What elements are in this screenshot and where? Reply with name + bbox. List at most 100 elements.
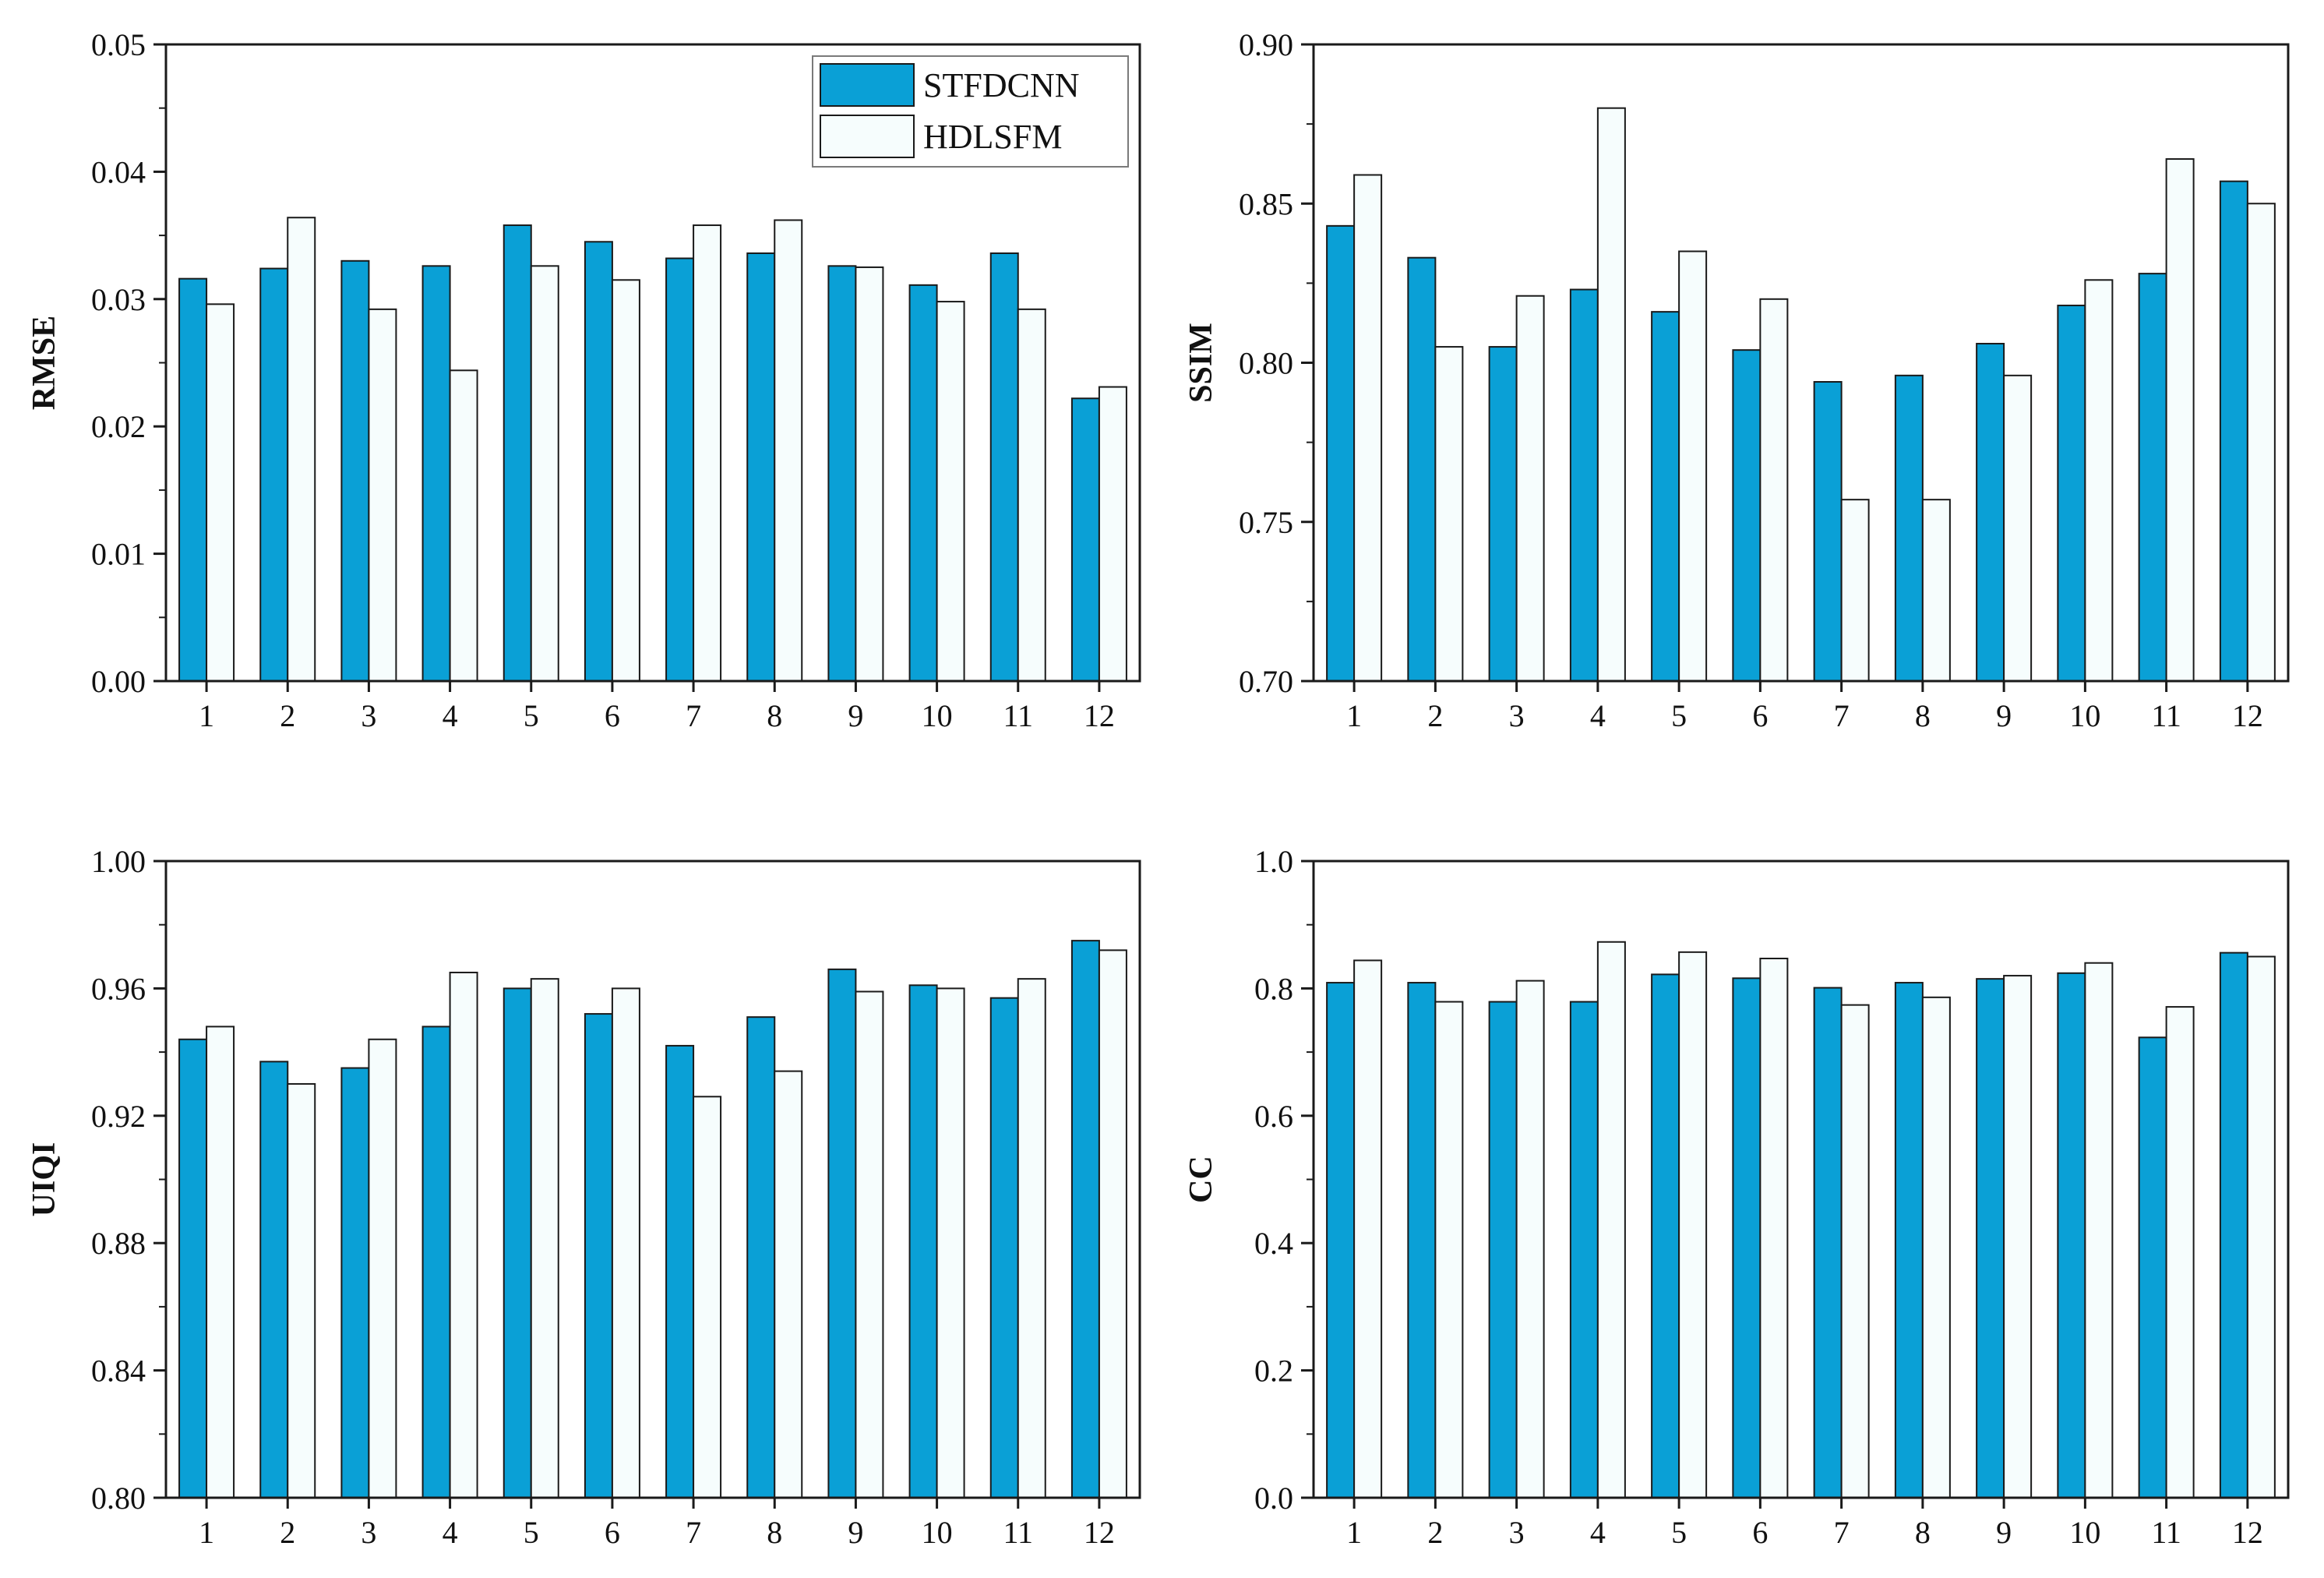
bar-hdlsfm-5 xyxy=(530,978,559,1499)
bar-stfdcnn-4 xyxy=(1569,1001,1599,1499)
bar-hdlsfm-10 xyxy=(936,987,965,1499)
x-tick-label: 4 xyxy=(1590,698,1606,733)
bar-hdlsfm-4 xyxy=(449,369,478,682)
x-tick-label: 8 xyxy=(1915,698,1931,733)
bar-stfdcnn-6 xyxy=(1732,349,1762,682)
x-tick-label: 10 xyxy=(922,698,953,733)
bar-stfdcnn-12 xyxy=(1070,397,1100,682)
x-tick-label: 7 xyxy=(686,1515,701,1550)
bar-stfdcnn-4 xyxy=(421,265,451,683)
x-tick-label: 5 xyxy=(1671,698,1687,733)
bar-stfdcnn-3 xyxy=(340,259,370,682)
bar-hdlsfm-8 xyxy=(774,219,803,682)
x-tick-label: 10 xyxy=(2069,698,2100,733)
bar-stfdcnn-8 xyxy=(1894,982,1924,1499)
y-tick-label: 0.80 xyxy=(1239,346,1293,381)
y-tick-label: 0.04 xyxy=(91,154,146,189)
bar-stfdcnn-7 xyxy=(665,257,695,682)
bar-stfdcnn-11 xyxy=(2138,273,2167,682)
y-tick-label: 0.05 xyxy=(91,27,146,62)
bar-hdlsfm-4 xyxy=(449,971,478,1499)
bar-hdlsfm-8 xyxy=(774,1070,803,1499)
x-tick-label: 2 xyxy=(1427,698,1443,733)
bar-hdlsfm-1 xyxy=(206,303,235,682)
legend-label-stfdcnn: STFDCNN xyxy=(923,66,1080,104)
y-tick-label: 0.2 xyxy=(1254,1354,1293,1389)
bar-stfdcnn-1 xyxy=(1326,982,1356,1499)
bar-hdlsfm-7 xyxy=(693,1096,722,1499)
legend: STFDCNN HDLSFM xyxy=(812,55,1129,168)
x-tick-label: 6 xyxy=(605,1515,620,1550)
bar-stfdcnn-2 xyxy=(1407,982,1437,1499)
bar-stfdcnn-12 xyxy=(1070,940,1100,1499)
y-tick-label: 0.6 xyxy=(1254,1099,1293,1134)
bar-hdlsfm-7 xyxy=(1840,499,1870,683)
bar-stfdcnn-7 xyxy=(665,1044,695,1499)
y-tick-label: 0.88 xyxy=(91,1226,146,1261)
bar-stfdcnn-9 xyxy=(1976,978,2005,1499)
x-tick-label: 12 xyxy=(2232,698,2263,733)
panel-rmse: 0.000.010.020.030.040.051 2 3 4 5 6 7 8 9 10 11 12R… xyxy=(26,27,1141,733)
bar-stfdcnn-10 xyxy=(908,284,938,682)
bar-hdlsfm-11 xyxy=(1017,308,1046,682)
x-tick-label: 10 xyxy=(922,1515,953,1550)
x-tick-label: 1 xyxy=(1346,1515,1362,1550)
x-tick-label: 12 xyxy=(2232,1515,2263,1550)
x-tick-label: 8 xyxy=(1915,1515,1931,1550)
x-tick-label: 4 xyxy=(1590,1515,1606,1550)
bar-hdlsfm-2 xyxy=(1434,1001,1464,1499)
bar-hdlsfm-5 xyxy=(1678,951,1708,1499)
x-tick-label: 6 xyxy=(605,698,620,733)
bar-stfdcnn-11 xyxy=(2138,1036,2167,1499)
y-tick-label: 0.8 xyxy=(1254,971,1293,1006)
y-axis-label: UIQI xyxy=(26,1142,62,1217)
bar-hdlsfm-1 xyxy=(1353,174,1383,683)
y-tick-label: 0.84 xyxy=(91,1354,146,1389)
bar-stfdcnn-11 xyxy=(989,997,1019,1499)
bar-stfdcnn-5 xyxy=(1651,973,1680,1499)
x-tick-label: 4 xyxy=(443,698,458,733)
bar-hdlsfm-10 xyxy=(2084,279,2114,683)
bar-hdlsfm-6 xyxy=(1759,298,1789,682)
legend-swatch-stfdcnn xyxy=(820,63,915,107)
x-tick-label: 9 xyxy=(848,1515,863,1550)
y-tick-label: 1.00 xyxy=(91,844,146,879)
bar-stfdcnn-6 xyxy=(584,241,613,682)
bar-stfdcnn-5 xyxy=(1651,311,1680,682)
bar-hdlsfm-9 xyxy=(855,990,884,1499)
y-tick-label: 0.03 xyxy=(91,282,146,317)
bar-stfdcnn-12 xyxy=(2219,180,2248,682)
x-tick-label: 1 xyxy=(1346,698,1362,733)
bar-hdlsfm-5 xyxy=(1678,250,1708,682)
panel-uiqi: 0.800.840.880.920.961.001 2 3 4 5 6 7 8 9 10 11 12U… xyxy=(26,844,1141,1550)
y-tick-label: 0.02 xyxy=(91,409,146,444)
bar-stfdcnn-7 xyxy=(1813,381,1843,682)
x-tick-label: 4 xyxy=(443,1515,458,1550)
x-tick-label: 9 xyxy=(1996,698,2012,733)
y-axis-label: RMSE xyxy=(26,316,62,410)
bar-stfdcnn-1 xyxy=(178,1038,208,1499)
x-tick-label: 10 xyxy=(2069,1515,2100,1550)
x-tick-label: 7 xyxy=(1834,1515,1850,1550)
bar-hdlsfm-2 xyxy=(287,1082,316,1499)
bar-stfdcnn-10 xyxy=(2057,304,2086,682)
x-tick-label: 12 xyxy=(1084,698,1115,733)
y-tick-label: 0.70 xyxy=(1239,664,1293,699)
x-tick-label: 5 xyxy=(524,698,539,733)
x-tick-label: 2 xyxy=(1427,1515,1443,1550)
x-tick-label: 6 xyxy=(1752,1515,1768,1550)
bar-hdlsfm-4 xyxy=(1596,941,1626,1499)
bar-stfdcnn-10 xyxy=(2057,972,2086,1499)
bar-hdlsfm-1 xyxy=(206,1026,235,1499)
bar-stfdcnn-10 xyxy=(908,984,938,1499)
x-tick-label: 12 xyxy=(1084,1515,1115,1550)
bar-hdlsfm-9 xyxy=(2003,975,2033,1499)
bar-hdlsfm-3 xyxy=(1515,295,1545,682)
bar-stfdcnn-1 xyxy=(178,277,208,682)
bar-stfdcnn-2 xyxy=(1407,256,1437,682)
bar-hdlsfm-6 xyxy=(611,987,640,1499)
bar-stfdcnn-4 xyxy=(421,1026,451,1499)
